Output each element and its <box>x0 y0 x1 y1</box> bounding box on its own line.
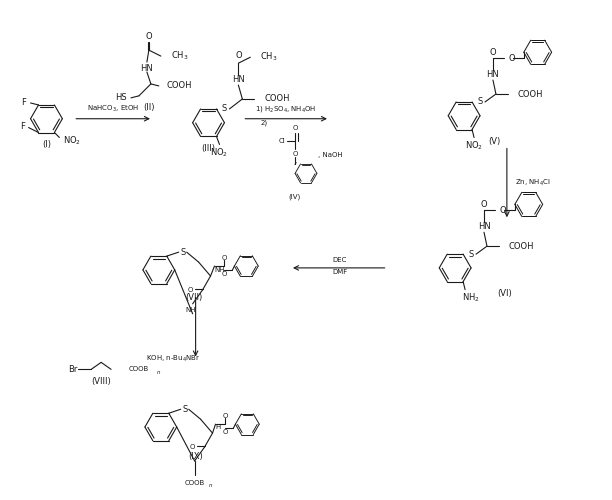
Text: O: O <box>222 255 227 261</box>
Text: COOH: COOH <box>509 242 534 250</box>
Text: Cl: Cl <box>278 138 285 143</box>
Text: O: O <box>235 50 242 59</box>
Text: n: n <box>209 484 212 488</box>
Text: H: H <box>215 424 221 430</box>
Text: (VII): (VII) <box>185 293 202 302</box>
Text: S: S <box>468 250 474 258</box>
Text: F: F <box>21 98 26 108</box>
Text: DEC: DEC <box>333 257 347 263</box>
Text: COOH: COOH <box>167 82 192 90</box>
Text: NH: NH <box>215 267 225 273</box>
Text: COOB: COOB <box>184 480 205 486</box>
Text: O: O <box>187 287 193 293</box>
Text: 2): 2) <box>260 120 267 126</box>
Text: O: O <box>500 206 507 215</box>
Text: NH$_2$: NH$_2$ <box>462 292 480 304</box>
Text: NH: NH <box>185 307 196 313</box>
Text: HN: HN <box>477 222 490 231</box>
Text: NO$_2$: NO$_2$ <box>465 139 483 151</box>
Text: , NaOH: , NaOH <box>318 152 343 158</box>
Text: O: O <box>223 413 228 419</box>
Text: O: O <box>222 271 227 277</box>
Text: O: O <box>223 429 228 435</box>
Text: O: O <box>509 54 515 62</box>
Text: CH$_3$: CH$_3$ <box>171 50 188 62</box>
Text: 1) H$_2$SO$_4$, NH$_4$OH: 1) H$_2$SO$_4$, NH$_4$OH <box>255 104 317 114</box>
Text: (I): (I) <box>42 140 51 149</box>
Text: Br: Br <box>68 365 77 374</box>
Text: (II): (II) <box>143 104 155 112</box>
Text: n: n <box>157 370 160 375</box>
Text: COOB: COOB <box>129 366 149 372</box>
Text: (VI): (VI) <box>498 290 512 298</box>
Text: O: O <box>189 444 195 450</box>
Text: NO$_2$: NO$_2$ <box>211 146 228 158</box>
Text: (IX): (IX) <box>188 452 203 462</box>
Text: KOH, n-Bu$_4$NBr: KOH, n-Bu$_4$NBr <box>146 354 200 364</box>
Text: (IV): (IV) <box>288 193 300 200</box>
Text: HN: HN <box>232 74 245 84</box>
Text: O: O <box>480 200 487 209</box>
Text: O: O <box>293 124 298 130</box>
Text: HN: HN <box>487 70 499 78</box>
Text: (III): (III) <box>201 144 215 153</box>
Text: (VIII): (VIII) <box>91 377 111 386</box>
Text: CH$_3$: CH$_3$ <box>260 51 278 64</box>
Text: NaHCO$_3$, EtOH: NaHCO$_3$, EtOH <box>87 104 139 114</box>
Text: (V): (V) <box>488 137 500 146</box>
Text: COOH: COOH <box>264 94 289 104</box>
Text: NO$_2$: NO$_2$ <box>63 134 81 146</box>
Text: O: O <box>146 32 152 40</box>
Text: S: S <box>180 248 185 256</box>
Text: HN: HN <box>141 64 153 72</box>
Text: Zn, NH$_4$Cl: Zn, NH$_4$Cl <box>515 178 550 188</box>
Text: S: S <box>182 405 187 414</box>
Text: O: O <box>490 48 496 56</box>
Text: O: O <box>293 150 298 156</box>
Text: F: F <box>20 122 25 131</box>
Text: S: S <box>222 104 227 114</box>
Text: COOH: COOH <box>518 90 543 98</box>
Text: S: S <box>477 98 483 106</box>
Text: DMF: DMF <box>332 269 348 275</box>
Text: HS: HS <box>116 94 127 102</box>
